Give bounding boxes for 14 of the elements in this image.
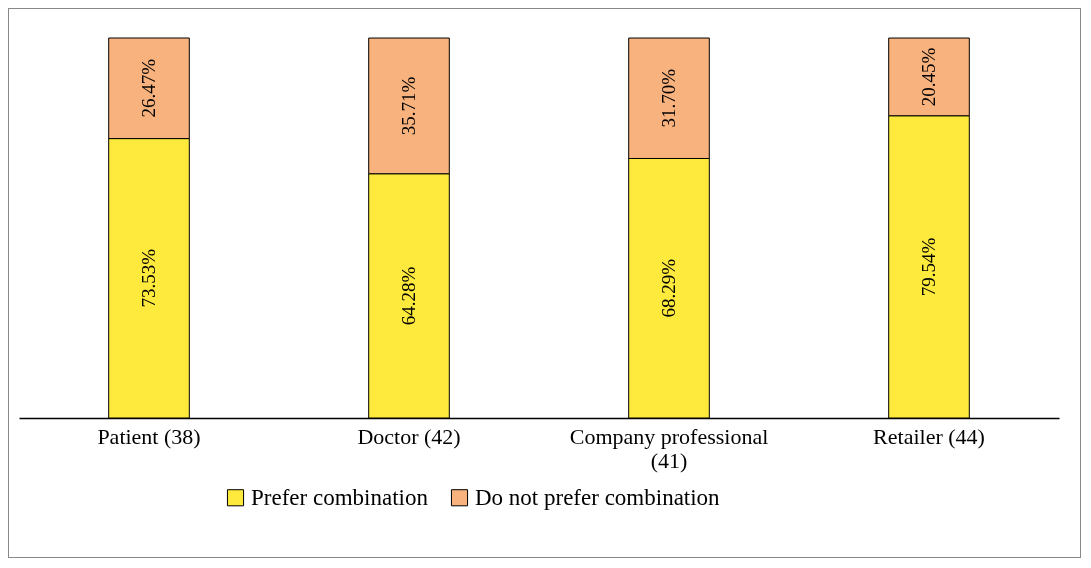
data-label: 31.70% (658, 68, 679, 128)
legend-label: Prefer combination (251, 484, 429, 510)
data-label: 26.47% (138, 58, 159, 118)
x-tick-label: Retailer (44) (873, 423, 985, 449)
data-label: 64.28% (398, 266, 419, 326)
data-label: 79.54% (918, 237, 939, 297)
data-label: 35.71% (398, 76, 419, 136)
data-label: 73.53% (138, 248, 159, 308)
legend-label: Do not prefer combination (475, 484, 721, 510)
x-tick-label: Doctor (42) (357, 423, 461, 449)
x-tick-label: Company professional (41) (569, 423, 769, 473)
data-label: 68.29% (658, 258, 679, 318)
x-tick-label: Patient (38) (97, 423, 201, 449)
data-label: 20.45% (918, 47, 939, 107)
